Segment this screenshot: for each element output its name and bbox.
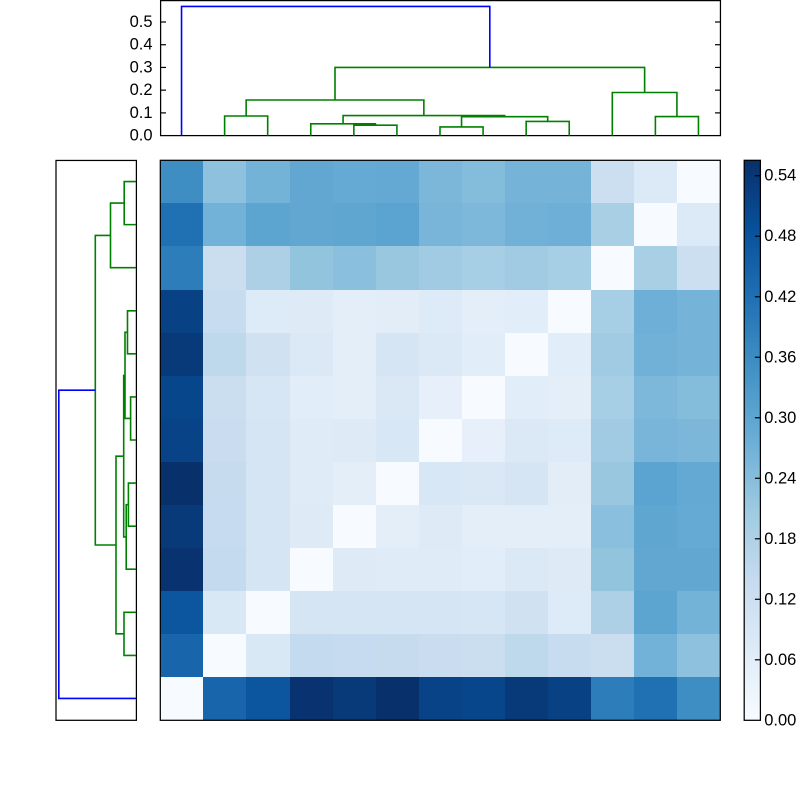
svg-text:0.3: 0.3 [130, 58, 153, 76]
svg-text:0.18: 0.18 [764, 530, 796, 548]
svg-text:0.12: 0.12 [764, 590, 796, 608]
svg-text:0.00: 0.00 [764, 711, 796, 729]
svg-text:0.48: 0.48 [764, 227, 796, 245]
svg-text:0.0: 0.0 [130, 127, 153, 145]
svg-text:0.2: 0.2 [130, 81, 153, 99]
svg-text:0.36: 0.36 [764, 348, 796, 366]
svg-text:0.4: 0.4 [130, 36, 153, 54]
svg-text:0.54: 0.54 [764, 167, 796, 185]
svg-text:0.24: 0.24 [764, 469, 796, 487]
svg-text:0.42: 0.42 [764, 288, 796, 306]
svg-text:0.06: 0.06 [764, 651, 796, 669]
svg-text:0.30: 0.30 [764, 409, 796, 427]
svg-text:0.5: 0.5 [130, 13, 153, 31]
svg-text:0.1: 0.1 [130, 104, 153, 122]
